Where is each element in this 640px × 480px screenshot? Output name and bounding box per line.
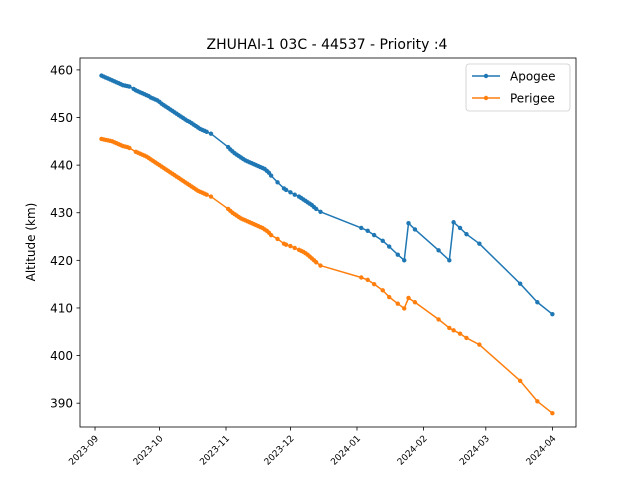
perigee-point bbox=[406, 295, 411, 301]
legend-item-perigee: Perigee bbox=[472, 92, 555, 106]
y-axis-label: Altitude (km) bbox=[24, 203, 38, 282]
apogee-point bbox=[517, 281, 523, 286]
perigee-point bbox=[127, 145, 132, 151]
apogee-point bbox=[380, 238, 385, 244]
apogee-point bbox=[477, 241, 482, 246]
y-tick-label: 420 bbox=[50, 254, 73, 268]
x-tick-label: 2023-10 bbox=[132, 434, 166, 468]
legend-label-perigee: Perigee bbox=[510, 92, 555, 106]
x-tick-label: 2023-11 bbox=[198, 434, 232, 468]
apogee-point bbox=[535, 300, 540, 305]
apogee-point bbox=[386, 244, 392, 249]
legend-marker-perigee bbox=[483, 95, 489, 101]
x-tick-label: 2024-01 bbox=[329, 434, 363, 468]
legend-marker-apogee bbox=[483, 73, 489, 79]
apogee-point bbox=[313, 206, 319, 212]
x-tick-label: 2024-04 bbox=[525, 434, 559, 468]
apogee-line bbox=[101, 74, 553, 315]
perigee-point bbox=[535, 399, 540, 404]
perigee-point bbox=[457, 331, 463, 336]
perigee-point bbox=[313, 260, 319, 265]
perigee-point bbox=[371, 281, 377, 287]
perigee-point bbox=[402, 306, 407, 311]
perigee-point bbox=[292, 245, 297, 251]
perigee-point bbox=[447, 325, 452, 331]
perigee-point bbox=[365, 277, 370, 283]
perigee-series bbox=[99, 136, 555, 416]
perigee-point bbox=[268, 232, 274, 238]
apogee-point bbox=[208, 131, 214, 136]
perigee-point bbox=[359, 275, 364, 280]
apogee-point bbox=[318, 209, 323, 214]
perigee-point bbox=[275, 236, 280, 242]
apogee-point bbox=[395, 252, 400, 257]
apogee-point bbox=[283, 187, 289, 193]
y-tick-label: 460 bbox=[50, 63, 73, 77]
perigee-point bbox=[477, 342, 482, 347]
chart-title: ZHUHAI-1 03C - 44537 - Priority :4 bbox=[207, 37, 448, 53]
perigee-point bbox=[386, 294, 392, 300]
x-tick-label: 2023-12 bbox=[263, 434, 297, 468]
apogee-point bbox=[204, 129, 209, 134]
apogee-point bbox=[436, 248, 441, 253]
perigee-point bbox=[451, 328, 456, 333]
legend-item-apogee: Apogee bbox=[472, 70, 556, 84]
apogee-point bbox=[464, 231, 469, 237]
perigee-point bbox=[517, 378, 523, 384]
legend-label-apogee: Apogee bbox=[510, 70, 556, 84]
perigee-point bbox=[550, 410, 555, 416]
perigee-point bbox=[318, 263, 323, 268]
apogee-point bbox=[268, 173, 274, 178]
legend: Apogee Perigee bbox=[465, 63, 571, 112]
perigee-point bbox=[288, 243, 293, 249]
y-tick-label: 430 bbox=[50, 206, 73, 220]
apogee-point bbox=[365, 228, 370, 234]
apogee-point bbox=[127, 84, 132, 89]
perigee-point bbox=[283, 242, 289, 247]
apogee-point bbox=[550, 311, 555, 317]
plot-frame bbox=[79, 57, 577, 428]
x-tick-label: 2024-03 bbox=[458, 434, 492, 468]
apogee-point bbox=[359, 225, 364, 231]
y-tick-label: 390 bbox=[50, 397, 73, 411]
perigee-point bbox=[412, 300, 418, 305]
perigee-line bbox=[101, 138, 553, 414]
apogee-point bbox=[451, 220, 456, 225]
perigee-point bbox=[436, 317, 441, 322]
apogee-point bbox=[371, 232, 377, 238]
apogee-point bbox=[406, 221, 411, 226]
perigee-point bbox=[204, 192, 209, 197]
apogee-point bbox=[457, 225, 463, 231]
apogee-point bbox=[292, 192, 297, 197]
y-tick-label: 450 bbox=[50, 111, 73, 125]
plot-area bbox=[99, 73, 555, 416]
apogee-point bbox=[402, 258, 407, 263]
apogee-point bbox=[275, 180, 280, 185]
y-tick-label: 410 bbox=[50, 301, 73, 315]
y-tick-label: 440 bbox=[50, 159, 73, 173]
apogee-point bbox=[288, 190, 293, 195]
x-tick-label: 2023-09 bbox=[67, 434, 101, 468]
perigee-point bbox=[395, 301, 400, 306]
apogee-point bbox=[412, 227, 418, 232]
apogee-point bbox=[447, 258, 452, 263]
perigee-point bbox=[464, 335, 469, 341]
y-tick-label: 400 bbox=[50, 349, 73, 363]
apogee-series bbox=[99, 73, 555, 317]
x-axis: 2023-09 2023-10 2023-11 2023-12 2024-01 2024-… bbox=[67, 427, 559, 468]
x-tick-label: 2024-02 bbox=[396, 434, 430, 468]
perigee-point bbox=[208, 194, 214, 199]
perigee-point bbox=[380, 288, 385, 293]
y-axis: 390 400 410 420 430 440 450 460 bbox=[50, 63, 80, 411]
